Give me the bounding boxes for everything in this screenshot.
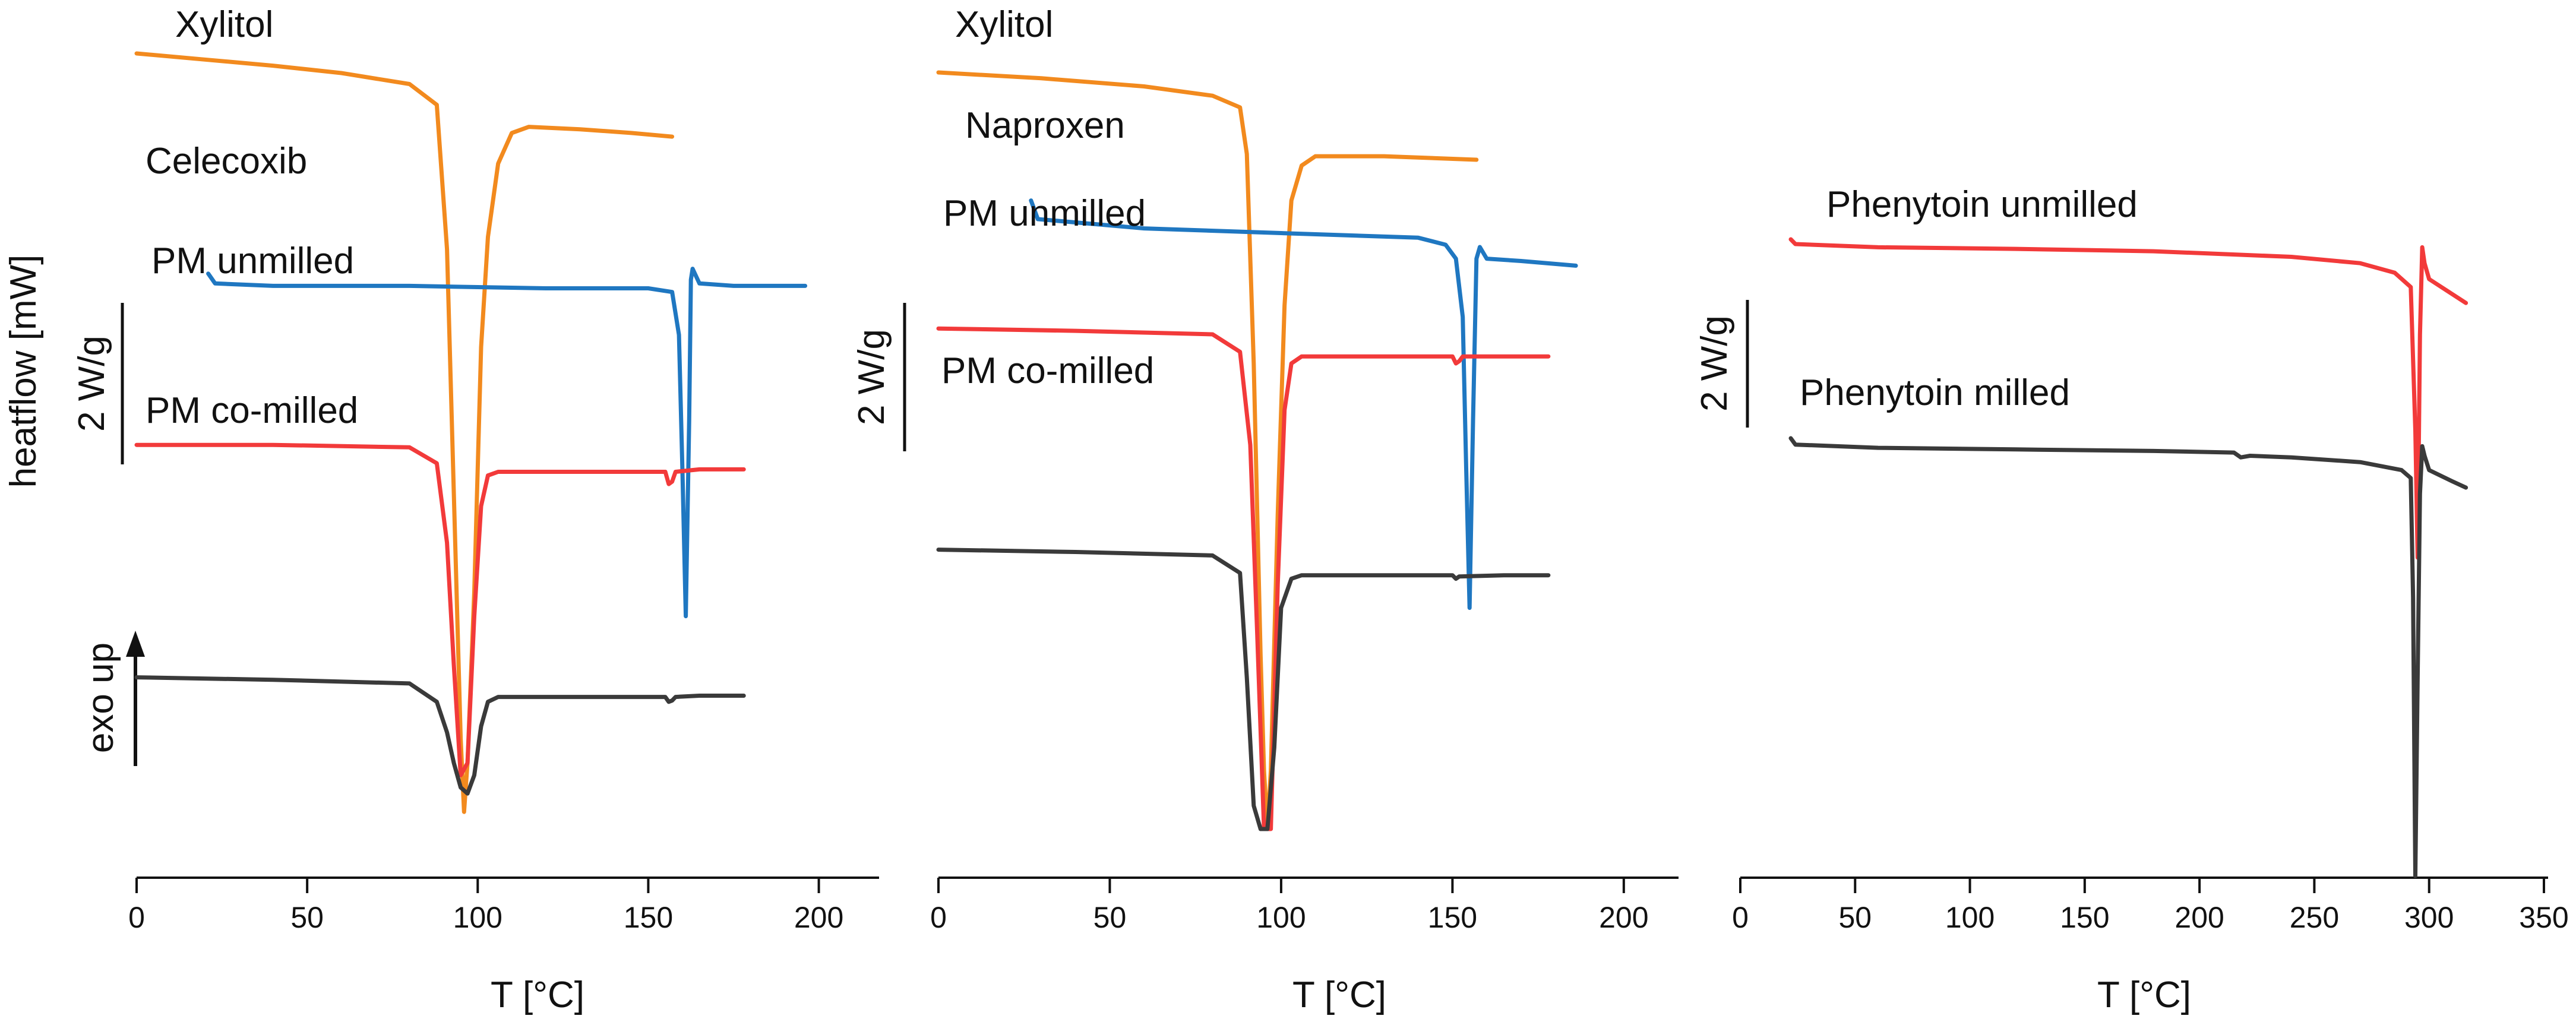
curve-xylitol [936, 70, 1479, 831]
x-tick-label: 300 [2404, 901, 2454, 934]
curve-celecoxib [206, 267, 808, 619]
series-labels: Xylitol Naproxen PM unmilled PM co-milled [941, 4, 1154, 391]
series-labels: Phenytoin unmilled Phenytoin milled [1800, 184, 2138, 413]
x-axis-title: T [°C] [491, 974, 584, 1015]
series-label-pm-co-milled: PM co-milled [941, 350, 1154, 391]
series-label-pm-unmilled: PM unmilled [151, 241, 354, 281]
scale-bar-label: 2 W/g [71, 336, 112, 432]
curve-phenytoin-milled [1788, 436, 2468, 878]
series-label-xylitol: Xylitol [175, 4, 273, 45]
x-axis-title: T [°C] [1292, 974, 1386, 1015]
series-label-pm-co-milled: PM co-milled [146, 390, 358, 431]
scale-bar-label: 2 W/g [1694, 315, 1735, 412]
series-label-xylitol: Xylitol [955, 4, 1053, 45]
scale-bar: 2 W/g [851, 303, 906, 451]
x-tick-label: 150 [624, 901, 673, 934]
curve-xylitol [134, 51, 675, 814]
panel-phenytoin: 2 W/g 0 50 100 150 200 250 300 350 Phenytoin un… [1694, 184, 2569, 1015]
x-tick-label: 0 [930, 901, 947, 934]
x-tick-label: 0 [128, 901, 145, 934]
curves [936, 70, 1578, 831]
series-label-phenytoin-milled: Phenytoin milled [1800, 372, 2070, 413]
x-tick-label: 250 [2290, 901, 2339, 934]
curve-pm-co-milled [936, 548, 1551, 831]
x-axis-ticks: 0 50 100 150 200 [128, 878, 843, 934]
x-tick-label: 50 [1093, 901, 1127, 934]
x-tick-label: 0 [1732, 901, 1749, 934]
curves [134, 51, 808, 814]
x-tick-label: 200 [1599, 901, 1648, 934]
series-label-celecoxib: Celecoxib [146, 141, 307, 182]
x-tick-label: 50 [1838, 901, 1872, 934]
curve-pm-unmilled [134, 442, 746, 777]
exo-up-label: exo up [80, 643, 121, 753]
curve-pm-co-milled [134, 675, 746, 796]
curve-pm-unmilled [936, 326, 1551, 831]
series-labels: Xylitol Celecoxib PM unmilled PM co-milled [146, 4, 358, 431]
x-axis-title: T [°C] [2097, 974, 2191, 1015]
scale-bar-label: 2 W/g [851, 329, 892, 425]
x-tick-label: 200 [2174, 901, 2224, 934]
x-axis-ticks: 0 50 100 150 200 [930, 878, 1649, 934]
x-tick-label: 50 [290, 901, 324, 934]
x-tick-label: 150 [1428, 901, 1477, 934]
curve-phenytoin-unmilled [1788, 237, 2468, 560]
exo-up-indicator: exo up [80, 631, 145, 766]
x-tick-label: 200 [794, 901, 843, 934]
panel-naproxen: 2 W/g 0 50 100 150 200 Xylitol Naproxen PM unm… [851, 4, 1679, 1015]
x-tick-label: 100 [1256, 901, 1306, 934]
curve-naproxen [1029, 198, 1578, 610]
scale-bar: 2 W/g [1694, 300, 1749, 428]
curves [1788, 237, 2468, 878]
series-label-naproxen: Naproxen [965, 105, 1125, 146]
exo-up-arrow-head [126, 631, 145, 657]
panel-celecoxib: 2 W/g 0 50 100 150 200 Xylitol Celecoxib PM un… [71, 4, 879, 1015]
x-tick-label: 100 [453, 901, 502, 934]
x-tick-label: 100 [1945, 901, 1995, 934]
x-tick-label: 350 [2519, 901, 2568, 934]
series-label-phenytoin-unmilled: Phenytoin unmilled [1826, 184, 2138, 225]
scale-bar: 2 W/g [71, 303, 124, 464]
x-tick-label: 150 [2060, 901, 2109, 934]
y-axis-title: heatflow [mW] [3, 255, 44, 488]
x-axis-ticks: 0 50 100 150 200 250 300 350 [1732, 878, 2569, 934]
series-label-pm-unmilled: PM unmilled [943, 193, 1146, 234]
